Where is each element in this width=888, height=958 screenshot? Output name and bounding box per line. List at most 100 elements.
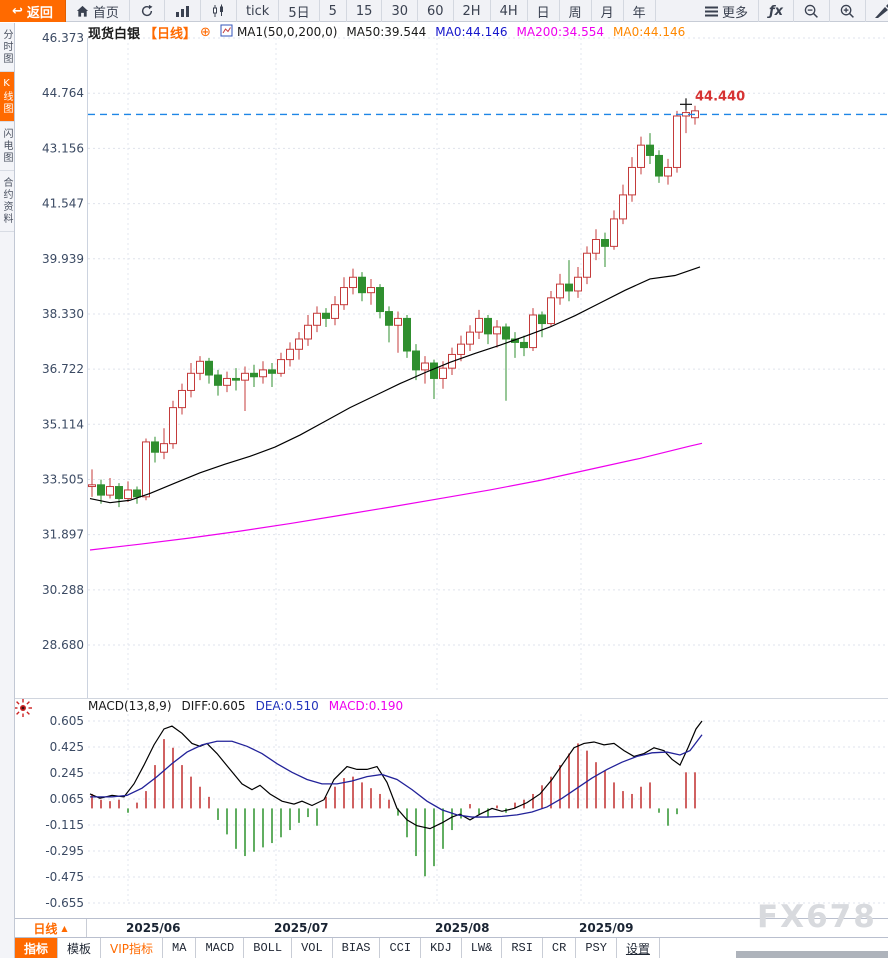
svg-text:41.547: 41.547 [42, 197, 84, 211]
more-button[interactable]: 更多 [695, 0, 759, 22]
svg-text:44.440: 44.440 [695, 89, 745, 104]
interval-60[interactable]: 60 [418, 0, 454, 22]
svg-text:43.156: 43.156 [42, 141, 84, 155]
x-axis-label: 2025/09 [579, 921, 634, 935]
ma0-value-orange: MA0:44.146 [613, 25, 686, 39]
interval-5日[interactable]: 5日 [279, 0, 320, 22]
svg-text:38.330: 38.330 [42, 307, 84, 321]
draw-tool-button[interactable] [866, 0, 888, 22]
sidebar-item-contract-info[interactable]: 合约资料 [0, 171, 14, 232]
top-toolbar: ↩ 返回 首页 tick 5日 5 15 30 60 2H 4H 日周月年 [0, 0, 888, 22]
indicator-tab-VIP指标[interactable]: VIP指标 [101, 938, 164, 958]
mini-chart-icon [220, 24, 233, 40]
period-selector-label: 日线 [33, 921, 58, 936]
zoom-in-button[interactable] [830, 0, 866, 22]
indicator-tab-LW&[interactable]: LW& [461, 938, 503, 958]
indicator-tab-bar: 指标 模板 VIP指标 MA MACD BOLL VOL BIAS CCI KDJ LW& RSI CR… [15, 937, 888, 958]
svg-text:-0.115: -0.115 [45, 818, 84, 832]
indicator-tab-RSI[interactable]: RSI [502, 938, 543, 958]
macd-histogram [91, 739, 696, 877]
scrollbar-thumb[interactable] [736, 951, 888, 958]
candlestick-view-button[interactable] [201, 0, 237, 22]
interval-月[interactable]: 月 [592, 0, 624, 22]
svg-text:-0.655: -0.655 [45, 896, 84, 910]
toolbar-spacer [656, 0, 695, 22]
macd-axis-labels: 0.605 0.425 0.245 0.065 -0.115 -0.295 -0.475 -0… [45, 714, 84, 910]
chart-canvas[interactable]: 46.373 44.764 43.156 41.547 39.939 38.330 36.7… [15, 22, 888, 918]
interval-5[interactable]: 5 [320, 0, 347, 22]
svg-text:44.764: 44.764 [42, 86, 84, 100]
x-axis-label: 2025/07 [274, 921, 329, 935]
indicator-tab-VOL[interactable]: VOL [292, 938, 333, 958]
high-marker: 44.440 [680, 89, 745, 111]
indicator-tab-KDJ[interactable]: KDJ [421, 938, 462, 958]
interval-周[interactable]: 周 [560, 0, 592, 22]
fx-icon: ƒx [768, 3, 783, 19]
interval-2H[interactable]: 2H [454, 0, 491, 22]
hamburger-icon [704, 6, 718, 17]
indicator-tab-BIAS[interactable]: BIAS [332, 938, 381, 958]
fx-formula-button[interactable]: ƒx [759, 0, 794, 22]
interval-tick[interactable]: tick [237, 0, 280, 22]
indicator-tab-指标[interactable]: 指标 [15, 938, 59, 958]
sidebar-item-lightning[interactable]: 闪电图 [0, 122, 14, 171]
indicator-tab-模板[interactable]: 模板 [58, 938, 102, 958]
x-axis-label: 2025/08 [435, 921, 490, 935]
indicator-tab-CR[interactable]: CR [542, 938, 577, 958]
interval-年[interactable]: 年 [624, 0, 656, 22]
horizontal-scrollbar[interactable] [15, 951, 888, 958]
indicator-sun-icon[interactable] [13, 698, 33, 718]
home-label: 首页 [92, 5, 119, 21]
sidebar-item-kline[interactable]: K线图 [0, 72, 14, 122]
interval-15[interactable]: 15 [347, 0, 383, 22]
dea-value: DEA:0.510 [255, 698, 319, 713]
interval-日[interactable]: 日 [528, 0, 560, 22]
caret-up-icon: ▲ [61, 923, 68, 933]
svg-text:0.605: 0.605 [50, 714, 84, 728]
refresh-button[interactable] [130, 0, 165, 22]
svg-text:31.897: 31.897 [42, 528, 84, 542]
indicator-tab-设置[interactable]: 设置 [616, 938, 660, 958]
x-axis-row: 日线 ▲ 2025/06 2025/07 2025/08 2025/09 [15, 918, 888, 937]
back-label: 返回 [26, 5, 53, 21]
home-icon [76, 5, 89, 18]
zoom-out-icon [804, 4, 819, 19]
grid-layer [15, 37, 888, 904]
macd-legend: MACD(13,8,9) DIFF:0.605 DEA:0.510 MACD:0… [88, 698, 403, 713]
indicator-tab-BOLL[interactable]: BOLL [244, 938, 293, 958]
indicator-tab-PSY[interactable]: PSY [576, 938, 617, 958]
home-button[interactable]: 首页 [66, 0, 130, 22]
svg-text:35.114: 35.114 [42, 417, 84, 431]
interval-4H[interactable]: 4H [491, 0, 528, 22]
svg-text:0.065: 0.065 [50, 792, 84, 806]
add-compare-icon[interactable]: ⊕ [200, 24, 211, 40]
back-arrow-icon: ↩ [12, 3, 23, 19]
ma0-value-blue: MA0:44.146 [435, 25, 508, 39]
interval-30[interactable]: 30 [382, 0, 418, 22]
period-selector[interactable]: 日线 ▲ [15, 919, 87, 937]
svg-text:0.425: 0.425 [50, 740, 84, 754]
sidebar-item-time-share[interactable]: 分时图 [0, 23, 14, 72]
indicator-tab-MACD[interactable]: MACD [196, 938, 245, 958]
period-badge: 【日线】 [144, 26, 197, 42]
svg-text:36.722: 36.722 [42, 362, 84, 376]
ma200-line [89, 442, 703, 551]
bar-chart-view-button[interactable] [165, 0, 201, 22]
y-axis-labels: 46.373 44.764 43.156 41.547 39.939 38.330 36.7… [42, 31, 84, 652]
indicator-tab-CCI[interactable]: CCI [380, 938, 422, 958]
ma200-value: MA200:34.554 [516, 25, 605, 39]
diff-value: DIFF:0.605 [181, 698, 246, 713]
macd-value: MACD:0.190 [328, 698, 404, 713]
indicator-tab-MA[interactable]: MA [163, 938, 197, 958]
symbol-name: 现货白银 [88, 26, 141, 42]
svg-text:28.680: 28.680 [42, 638, 84, 652]
svg-text:-0.295: -0.295 [45, 844, 84, 858]
left-sidebar: 分时图 K线图 闪电图 合约资料 [0, 23, 15, 958]
draw-icon [874, 3, 888, 19]
zoom-out-button[interactable] [794, 0, 830, 22]
back-button[interactable]: ↩ 返回 [0, 0, 66, 22]
diff-line [89, 720, 703, 830]
svg-text:-0.475: -0.475 [45, 870, 84, 884]
candlestick-icon [211, 4, 226, 18]
